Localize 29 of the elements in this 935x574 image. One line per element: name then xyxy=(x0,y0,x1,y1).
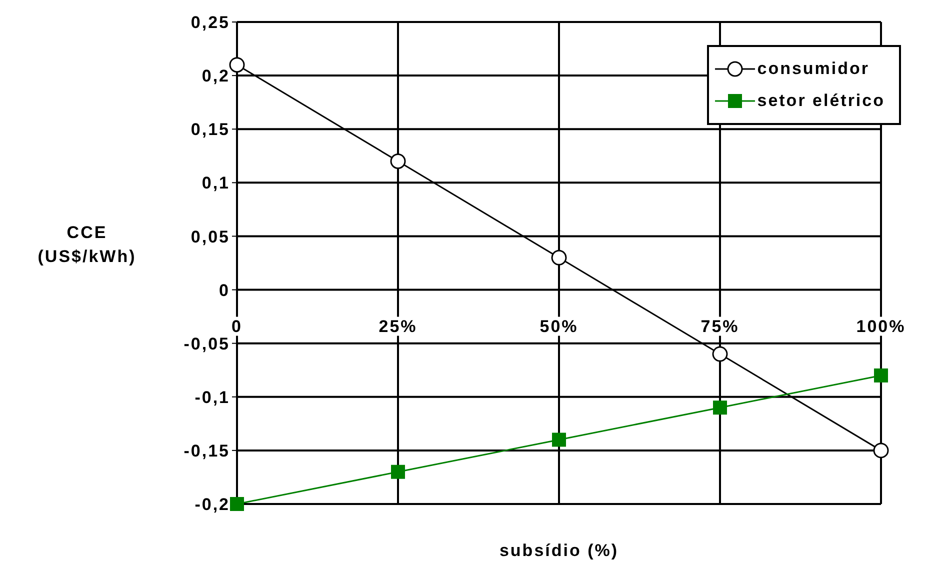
y-tick-label: -0,2 xyxy=(194,495,230,514)
x-tick-label: 0 xyxy=(232,316,242,336)
y-tick-label: 0,25 xyxy=(190,13,230,32)
point xyxy=(552,432,566,447)
y-tick-label: 0,15 xyxy=(190,120,230,140)
legend-label: consumidor xyxy=(757,59,870,79)
y-tick-label: -0,05 xyxy=(184,334,230,354)
x-axis-title: subsídio (%) xyxy=(499,541,619,560)
point xyxy=(229,57,245,73)
point xyxy=(551,250,567,266)
point xyxy=(873,442,889,458)
x-tick-label: 25% xyxy=(378,316,418,336)
point xyxy=(391,464,405,479)
y-tick-label: 0,05 xyxy=(190,227,230,246)
y-tick-label: 0,2 xyxy=(202,66,230,86)
point xyxy=(712,346,728,362)
x-tick-label: 75% xyxy=(700,316,740,336)
point xyxy=(390,153,406,169)
legend-label: setor elétrico xyxy=(757,91,885,111)
point xyxy=(713,400,727,415)
y-tick-label: 0,1 xyxy=(202,174,230,193)
x-tick-label: 50% xyxy=(540,316,578,336)
point xyxy=(874,368,888,382)
y-tick-label: 0 xyxy=(219,280,230,300)
x-tick-label: 100% xyxy=(856,316,906,336)
y-tick-label: -0,1 xyxy=(194,388,230,407)
point xyxy=(230,497,244,511)
y-axis-title: CCE (US$/kWh) xyxy=(38,223,136,266)
y-tick-label: -0,15 xyxy=(184,441,230,460)
